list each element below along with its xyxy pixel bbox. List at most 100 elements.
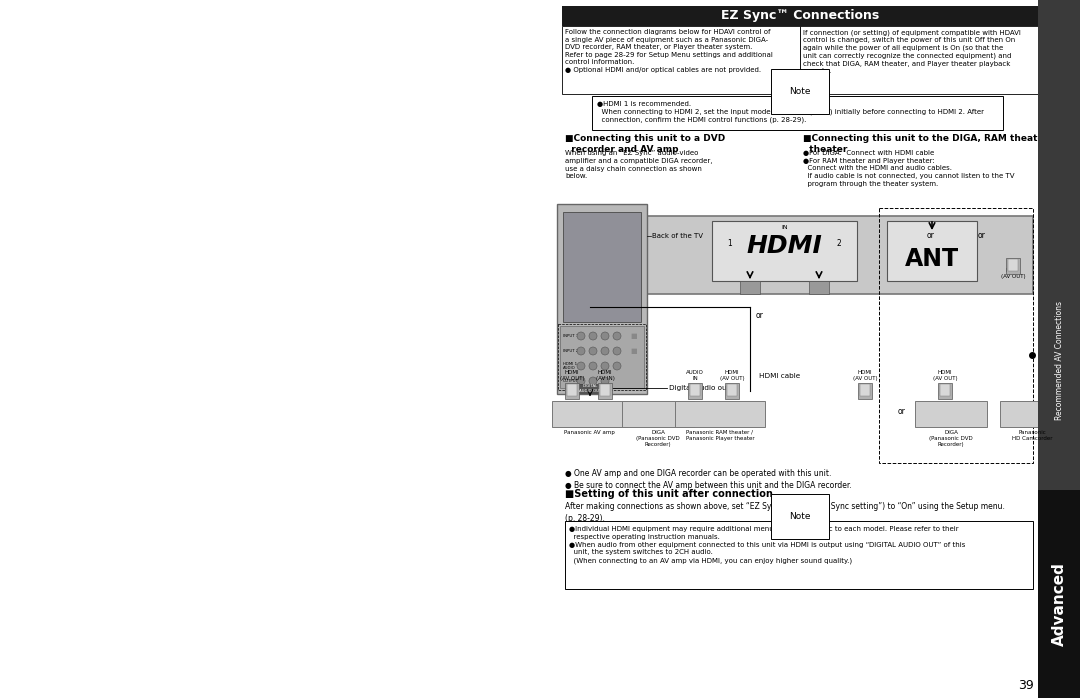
Bar — [562, 26, 800, 94]
Bar — [562, 6, 1038, 26]
Bar — [592, 96, 1003, 130]
Text: ■Connecting this unit to a DVD
  recorder and AV amp: ■Connecting this unit to a DVD recorder … — [565, 134, 726, 154]
Bar — [565, 383, 579, 399]
Bar — [1005, 258, 1020, 274]
Bar — [727, 384, 737, 396]
Text: DIGA
(Panasonic DVD
Recorder): DIGA (Panasonic DVD Recorder) — [929, 430, 973, 447]
Bar — [740, 281, 760, 294]
Circle shape — [577, 377, 585, 385]
Text: ANT: ANT — [905, 247, 959, 271]
Text: or: or — [756, 311, 764, 320]
Text: or: or — [927, 231, 934, 240]
Circle shape — [613, 362, 621, 370]
Text: ●HDMI 1 is recommended.
  When connecting to HDMI 2, set the input mode to HDMI : ●HDMI 1 is recommended. When connecting … — [597, 101, 984, 124]
Text: IN: IN — [781, 225, 787, 230]
Circle shape — [600, 377, 609, 385]
Text: HDMI cable: HDMI cable — [759, 373, 800, 379]
Bar — [939, 383, 951, 399]
Circle shape — [589, 332, 597, 340]
Bar — [809, 281, 829, 294]
Bar — [552, 401, 627, 427]
Text: If connection (or setting) of equipment compatible with HDAVI
control is changed: If connection (or setting) of equipment … — [804, 29, 1021, 75]
Bar — [858, 383, 872, 399]
Text: HDMI
(AV IN): HDMI (AV IN) — [595, 371, 615, 381]
Circle shape — [600, 332, 609, 340]
Text: ■: ■ — [631, 333, 637, 339]
Circle shape — [589, 347, 597, 355]
Text: 1: 1 — [728, 239, 732, 248]
Text: HDMI: HDMI — [746, 234, 822, 258]
Bar — [860, 384, 870, 396]
Text: EZ Sync™ Connections: EZ Sync™ Connections — [720, 10, 879, 22]
Bar — [567, 384, 577, 396]
Text: AUDIO
IN: AUDIO IN — [686, 371, 704, 381]
Text: After making connections as shown above, set “EZ Sync” (under “EZ Sync setting”): After making connections as shown above,… — [565, 502, 1004, 523]
Circle shape — [600, 362, 609, 370]
Text: ●For DIGA:  Connect with HDMI cable
●For RAM theater and Player theater:
  Conne: ●For DIGA: Connect with HDMI cable ●For … — [804, 150, 1014, 187]
Text: Note: Note — [789, 512, 811, 521]
Bar — [563, 212, 642, 322]
Bar — [617, 216, 1032, 294]
Bar — [1038, 0, 1080, 698]
Text: DIGA
(Panasonic DVD
Recorder): DIGA (Panasonic DVD Recorder) — [636, 430, 680, 447]
Circle shape — [589, 362, 597, 370]
Bar — [569, 384, 611, 393]
Circle shape — [577, 362, 585, 370]
Bar — [712, 221, 858, 281]
Circle shape — [577, 332, 585, 340]
Bar — [940, 384, 950, 396]
Bar — [561, 326, 644, 388]
Bar — [725, 383, 739, 399]
Bar — [598, 383, 612, 399]
Text: 2: 2 — [837, 239, 841, 248]
Text: INPUT 2: INPUT 2 — [563, 349, 579, 353]
Text: INPUT 1: INPUT 1 — [563, 334, 579, 338]
Text: Note: Note — [789, 87, 811, 96]
Bar — [1038, 490, 1080, 698]
Text: When using an “EZ Sync” audio-video
amplifier and a compatible DIGA recorder,
us: When using an “EZ Sync” audio-video ampl… — [565, 150, 713, 179]
Text: Back of the TV: Back of the TV — [652, 233, 703, 239]
Text: Follow the connection diagrams below for HDAVI control of
a single AV piece of e: Follow the connection diagrams below for… — [565, 29, 773, 73]
Text: Digital Audio out: Digital Audio out — [669, 385, 729, 391]
Circle shape — [613, 332, 621, 340]
Text: DIGITAL
AUDIO OUT: DIGITAL AUDIO OUT — [579, 385, 602, 393]
Bar — [565, 521, 1032, 589]
Text: Panasonic AV amp: Panasonic AV amp — [564, 430, 615, 435]
Text: HDMI
(AV OUT): HDMI (AV OUT) — [1001, 268, 1025, 279]
Text: ■: ■ — [631, 348, 637, 354]
Bar — [558, 324, 646, 390]
Text: HDMI
(AV OUT): HDMI (AV OUT) — [933, 371, 957, 381]
Bar — [675, 401, 765, 427]
Text: ■Setting of this unit after connection: ■Setting of this unit after connection — [565, 489, 773, 499]
Text: ● One AV amp and one DIGA recorder can be operated with this unit.
● Be sure to : ● One AV amp and one DIGA recorder can b… — [565, 469, 852, 491]
Bar — [1000, 401, 1065, 427]
Circle shape — [613, 347, 621, 355]
Text: ●Individual HDMI equipment may require additional menu settings specific to each: ●Individual HDMI equipment may require a… — [569, 526, 966, 563]
Bar — [887, 221, 977, 281]
Text: Panasonic RAM theater /
Panasonic Player theater: Panasonic RAM theater / Panasonic Player… — [686, 430, 754, 441]
Text: HDMI
(AV OUT): HDMI (AV OUT) — [719, 371, 744, 381]
Text: Panasonic
HD Camcorder: Panasonic HD Camcorder — [1012, 430, 1053, 441]
Text: or: or — [977, 231, 986, 240]
Bar — [800, 26, 1038, 94]
Text: HDMI
(AV OUT): HDMI (AV OUT) — [559, 371, 584, 381]
Text: OUTPUT: OUTPUT — [563, 379, 579, 383]
Bar — [1008, 259, 1018, 271]
Bar — [600, 384, 610, 396]
Text: HDMI
(AV OUT): HDMI (AV OUT) — [853, 371, 877, 381]
Text: or: or — [899, 407, 906, 416]
Text: HDMI 1
AUDIO: HDMI 1 AUDIO — [563, 362, 577, 370]
Text: Recommended AV Connections: Recommended AV Connections — [1054, 301, 1064, 420]
Text: ■Connecting this unit to the DIGA, RAM theater, or Player
  theater: ■Connecting this unit to the DIGA, RAM t… — [804, 134, 1080, 154]
Bar — [690, 384, 700, 396]
Text: 39: 39 — [1018, 679, 1034, 692]
Circle shape — [600, 347, 609, 355]
Bar — [622, 401, 694, 427]
Circle shape — [577, 347, 585, 355]
Bar — [557, 204, 647, 394]
Bar — [879, 208, 1032, 463]
Circle shape — [589, 377, 597, 385]
Bar — [688, 383, 702, 399]
Bar — [915, 401, 987, 427]
Text: Advanced: Advanced — [1052, 562, 1067, 646]
